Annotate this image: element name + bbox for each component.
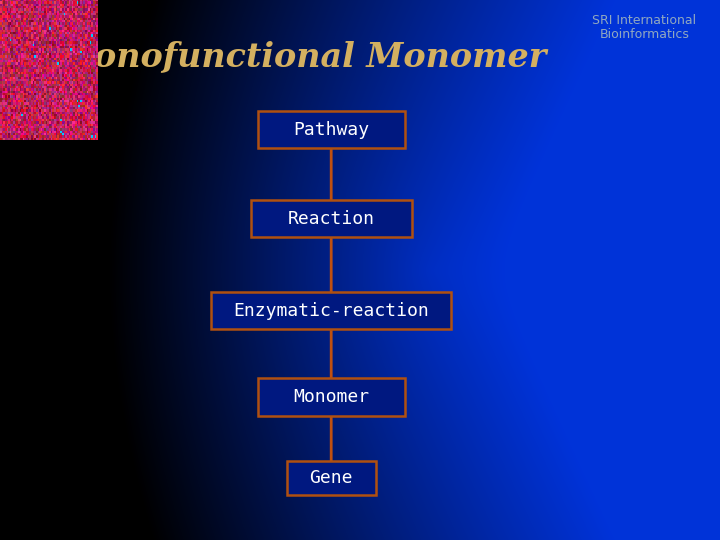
Text: SRI International
Bioinformatics: SRI International Bioinformatics [593, 14, 696, 42]
FancyBboxPatch shape [258, 378, 405, 416]
Text: Enzymatic-reaction: Enzymatic-reaction [233, 301, 429, 320]
FancyBboxPatch shape [251, 200, 412, 238]
FancyBboxPatch shape [287, 461, 376, 495]
Text: Reaction: Reaction [288, 210, 374, 228]
Text: Monomer: Monomer [293, 388, 369, 406]
FancyBboxPatch shape [258, 111, 405, 148]
FancyBboxPatch shape [211, 292, 451, 329]
Text: Monofunctional Monomer: Monofunctional Monomer [58, 40, 547, 73]
Text: Gene: Gene [310, 469, 353, 487]
Text: Pathway: Pathway [293, 120, 369, 139]
